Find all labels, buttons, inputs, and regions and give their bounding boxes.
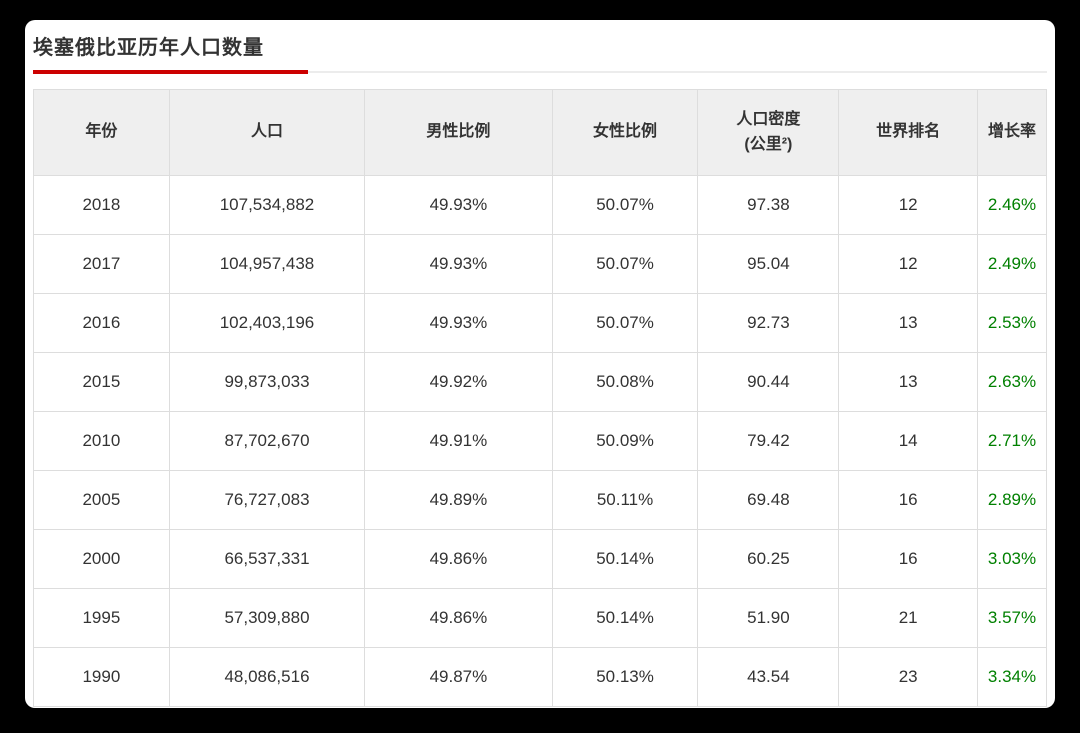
cell-value: 50.13% — [551, 647, 699, 707]
cell-value: 50.09% — [551, 411, 699, 471]
cell-value: 97.38 — [697, 175, 840, 235]
table-row: 2005 76,727,083 49.89% 50.11% 69.48 16 2.89% — [33, 470, 1047, 530]
cell-value: 49.89% — [364, 470, 553, 530]
cell-value: 50.07% — [551, 175, 699, 235]
cell-value: 49.86% — [364, 588, 553, 648]
cell-value: 49.93% — [364, 293, 553, 353]
cell-value: 2.89% — [977, 470, 1047, 530]
column-header-6: 增长率 — [977, 89, 1047, 176]
table-row: 1990 48,086,516 49.87% 50.13% 43.54 23 3.34% — [33, 647, 1047, 707]
column-header-5: 世界排名 — [838, 89, 979, 176]
cell-value: 49.87% — [364, 647, 553, 707]
column-header-3: 女性比例 — [551, 89, 699, 176]
cell-value: 57,309,880 — [168, 588, 366, 648]
cell-value: 16 — [838, 529, 979, 589]
cell-value: 13 — [838, 293, 979, 353]
cell-value: 2.71% — [977, 411, 1047, 471]
cell-year: 2005 — [33, 470, 170, 530]
title-divider — [33, 71, 1047, 73]
cell-value: 12 — [838, 175, 979, 235]
cell-value: 50.07% — [551, 293, 699, 353]
cell-value: 21 — [838, 588, 979, 648]
cell-value: 49.93% — [364, 175, 553, 235]
cell-year: 2015 — [33, 352, 170, 412]
table-row: 2018 107,534,882 49.93% 50.07% 97.38 12 2.46% — [33, 175, 1047, 235]
title-underline-accent — [33, 70, 308, 74]
cell-value: 23 — [838, 647, 979, 707]
column-header-4: 人口密度 (公里²) — [697, 89, 840, 176]
cell-value: 76,727,083 — [168, 470, 366, 530]
cell-value: 50.07% — [551, 234, 699, 294]
cell-value: 50.14% — [551, 588, 699, 648]
content-card: 埃塞俄比亚历年人口数量 年份 人口 男性比例 女性比例 人口密度 (公里²) 世界排名 增长率… — [25, 20, 1055, 708]
cell-year: 2016 — [33, 293, 170, 353]
cell-value: 49.92% — [364, 352, 553, 412]
table-row: 1995 57,309,880 49.86% 50.14% 51.90 21 3.57% — [33, 588, 1047, 648]
cell-value: 12 — [838, 234, 979, 294]
cell-value: 13 — [838, 352, 979, 412]
cell-year: 2010 — [33, 411, 170, 471]
table-body: 2018 107,534,882 49.93% 50.07% 97.38 12 2.46% 2… — [33, 175, 1047, 707]
cell-value: 2.63% — [977, 352, 1047, 412]
cell-value: 16 — [838, 470, 979, 530]
cell-value: 102,403,196 — [168, 293, 366, 353]
cell-value: 50.11% — [551, 470, 699, 530]
cell-value: 48,086,516 — [168, 647, 366, 707]
cell-value: 50.14% — [551, 529, 699, 589]
cell-value: 87,702,670 — [168, 411, 366, 471]
cell-value: 2.49% — [977, 234, 1047, 294]
cell-value: 14 — [838, 411, 979, 471]
cell-value: 107,534,882 — [168, 175, 366, 235]
page-title: 埃塞俄比亚历年人口数量 — [33, 37, 264, 59]
cell-value: 2.46% — [977, 175, 1047, 235]
table-row: 2015 99,873,033 49.92% 50.08% 90.44 13 2.63% — [33, 352, 1047, 412]
table-header-row: 年份 人口 男性比例 女性比例 人口密度 (公里²) 世界排名 增长率 — [33, 89, 1047, 176]
cell-value: 3.03% — [977, 529, 1047, 589]
cell-value: 95.04 — [697, 234, 840, 294]
population-table: 年份 人口 男性比例 女性比例 人口密度 (公里²) 世界排名 增长率 2018 107,534… — [33, 89, 1047, 707]
table-row: 2016 102,403,196 49.93% 50.07% 92.73 13 2.53% — [33, 293, 1047, 353]
cell-value: 49.86% — [364, 529, 553, 589]
cell-year: 1990 — [33, 647, 170, 707]
cell-value: 49.93% — [364, 234, 553, 294]
cell-year: 2018 — [33, 175, 170, 235]
cell-year: 1995 — [33, 588, 170, 648]
column-header-0: 年份 — [33, 89, 170, 176]
cell-value: 50.08% — [551, 352, 699, 412]
column-header-2: 男性比例 — [364, 89, 553, 176]
table-row: 2000 66,537,331 49.86% 50.14% 60.25 16 3.03% — [33, 529, 1047, 589]
cell-value: 79.42 — [697, 411, 840, 471]
cell-value: 104,957,438 — [168, 234, 366, 294]
table-row: 2010 87,702,670 49.91% 50.09% 79.42 14 2.71% — [33, 411, 1047, 471]
cell-value: 92.73 — [697, 293, 840, 353]
cell-value: 3.57% — [977, 588, 1047, 648]
cell-value: 99,873,033 — [168, 352, 366, 412]
title-block: 埃塞俄比亚历年人口数量 — [33, 20, 1047, 74]
cell-value: 90.44 — [697, 352, 840, 412]
cell-year: 2000 — [33, 529, 170, 589]
cell-value: 43.54 — [697, 647, 840, 707]
cell-value: 51.90 — [697, 588, 840, 648]
cell-value: 2.53% — [977, 293, 1047, 353]
table-row: 2017 104,957,438 49.93% 50.07% 95.04 12 2.49% — [33, 234, 1047, 294]
cell-value: 49.91% — [364, 411, 553, 471]
column-header-1: 人口 — [168, 89, 366, 176]
cell-value: 66,537,331 — [168, 529, 366, 589]
cell-value: 3.34% — [977, 647, 1047, 707]
cell-value: 69.48 — [697, 470, 840, 530]
cell-year: 2017 — [33, 234, 170, 294]
cell-value: 60.25 — [697, 529, 840, 589]
